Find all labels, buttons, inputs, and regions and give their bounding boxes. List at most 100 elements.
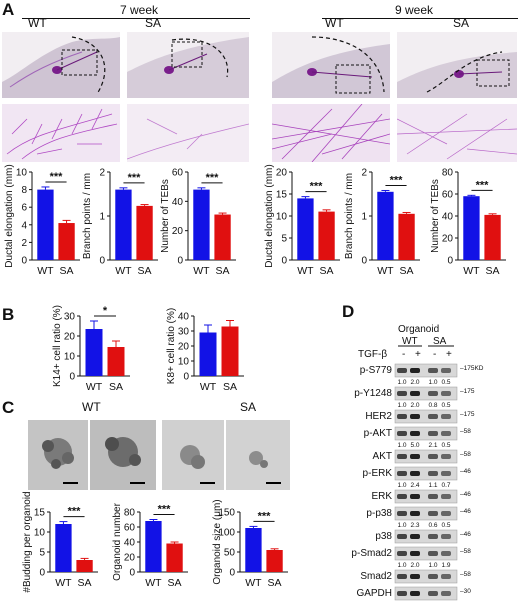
blot-band <box>397 511 407 516</box>
y-tick-label: 40 <box>124 538 136 549</box>
blot-band <box>441 431 451 436</box>
bar-wt <box>37 189 54 260</box>
blot-band <box>397 551 407 556</box>
tgf-minus-2: - <box>433 349 436 360</box>
blot-quant-value: 0.5 <box>441 442 450 449</box>
y-tick-label: 0 <box>281 256 287 267</box>
blot-quant-value: 1.0 <box>397 562 406 569</box>
bar-wt <box>297 198 314 260</box>
blot-quant-value: 0.5 <box>441 522 450 529</box>
y-tick-label: 6 <box>21 203 27 214</box>
y-tick-label: 30 <box>178 327 190 338</box>
y-tick-label: 40 <box>442 212 454 223</box>
blot-quant-value: 1.0 <box>428 562 437 569</box>
blot-band <box>428 494 438 499</box>
blot-row-p-y1248: p-Y1248 –175 1.0 2.0 0.8 0.5 <box>354 386 475 409</box>
blot-row-label: p-AKT <box>364 428 392 439</box>
x-category-label: WT <box>377 265 394 277</box>
y-tick-label: 20 <box>276 168 288 179</box>
bar-sa <box>136 205 153 260</box>
tgf-minus-1: - <box>402 349 405 360</box>
y-tick-label: 0 <box>39 568 45 579</box>
bar-wt <box>463 196 480 260</box>
blot-band <box>428 574 438 579</box>
blot-band-strip <box>394 409 458 424</box>
significance-label: *** <box>206 172 220 184</box>
blot-band-strip <box>394 426 458 441</box>
blot-row-label: GAPDH <box>356 588 392 599</box>
y-tick-label: 10 <box>178 357 190 368</box>
blot-band <box>410 391 420 396</box>
blot-band <box>410 551 420 556</box>
label-wt-organoid: WT <box>82 400 101 414</box>
wholemount-wt-7w <box>2 32 120 98</box>
blot-band <box>428 414 438 419</box>
blot-quant-value: 5.0 <box>410 442 419 449</box>
significance-label: *** <box>158 504 172 516</box>
x-category-label: WT <box>200 381 217 393</box>
x-category-label: SA <box>320 265 334 277</box>
wholemount-wt-9w <box>272 32 390 98</box>
blot-quant-value: 2.4 <box>410 482 419 489</box>
blot-quant-value: 0.6 <box>428 522 437 529</box>
x-category-label: SA <box>268 577 282 589</box>
x-category-label: WT <box>245 577 262 589</box>
y-tick-label: 15 <box>276 190 288 201</box>
blot-band <box>441 551 451 556</box>
blot-kd-marker: –58 <box>460 571 471 578</box>
blot-band <box>397 534 407 539</box>
significance-label: *** <box>50 171 64 183</box>
tgf-label: TGF-β <box>358 349 387 360</box>
blot-row-p38: p38 –46 <box>375 529 471 544</box>
blot-row-label: Smad2 <box>360 571 392 582</box>
blot-band-strip <box>394 386 458 401</box>
y-tick-label: 5 <box>281 234 287 245</box>
blot-quant-value: 2.1 <box>428 442 437 449</box>
y-tick-label: 0 <box>177 256 183 267</box>
blot-band <box>441 471 451 476</box>
organoid-header: Organoid <box>398 324 439 335</box>
blot-band <box>441 494 451 499</box>
header-9-week-rule <box>322 18 518 19</box>
blot-row-label: p38 <box>375 531 392 542</box>
bar-sa <box>318 211 335 260</box>
y-axis-label: Branch points / mm <box>344 173 355 259</box>
y-tick-label: 20 <box>178 342 190 353</box>
blot-row-erk: ERK –46 <box>371 489 471 504</box>
blot-kd-marker: –58 <box>460 548 471 555</box>
blot-kd-marker: –46 <box>460 508 471 515</box>
blot-kd-marker: –46 <box>460 531 471 538</box>
x-category-label: WT <box>193 265 210 277</box>
blot-quant-value: 2.0 <box>410 402 419 409</box>
bar-sa <box>58 223 75 260</box>
blot-kd-marker: –58 <box>460 451 471 458</box>
y-tick-label: 2 <box>21 238 27 249</box>
y-axis-label: Number of TEBs <box>430 179 441 253</box>
blot-band-strip <box>394 466 458 481</box>
panel-label-a: A <box>2 0 15 19</box>
y-tick-label: 5 <box>39 548 45 559</box>
y-tick-label: 2 <box>361 168 367 179</box>
bar-wt <box>115 189 132 260</box>
y-tick-label: 40 <box>172 197 184 208</box>
y-tick-label: 10 <box>34 528 46 539</box>
blot-band <box>410 471 420 476</box>
blot-row-p-smad2: p-Smad2 –58 1.0 2.0 1.0 1.9 <box>351 546 471 569</box>
blot-quant-value: 0.5 <box>441 402 450 409</box>
blot-quant-value: 1.1 <box>428 482 437 489</box>
blot-band <box>397 471 407 476</box>
y-tick-label: 60 <box>124 523 136 534</box>
blot-row-label: ERK <box>371 491 392 502</box>
y-tick-label: 10 <box>276 212 288 223</box>
significance-label: *** <box>390 174 404 186</box>
blot-band <box>428 471 438 476</box>
blot-kd-marker: –46 <box>460 468 471 475</box>
header-7-week: 7 week <box>120 3 159 17</box>
blot-band <box>397 391 407 396</box>
y-axis-label: Branch points / mm <box>82 173 93 259</box>
y-tick-label: 80 <box>442 168 454 179</box>
header-9-week: 9 week <box>395 3 434 17</box>
y-tick-label: 8 <box>21 185 27 196</box>
